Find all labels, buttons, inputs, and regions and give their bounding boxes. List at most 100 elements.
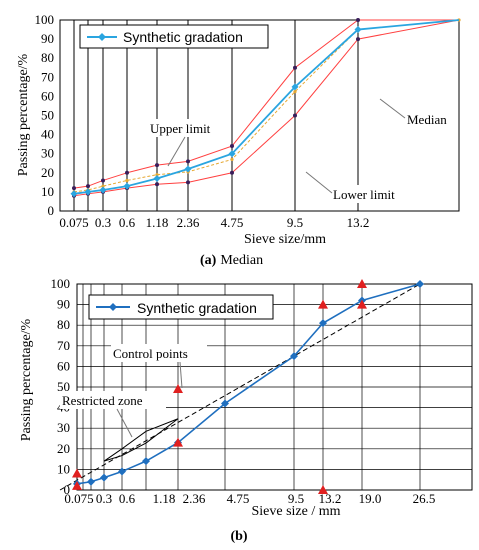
chart-b-point — [416, 280, 424, 288]
chart-a-limit-point — [230, 144, 234, 149]
chart-a-limit-point — [155, 182, 159, 187]
chart-a-y-tick-label: 50 — [41, 108, 54, 123]
chart-a-median-leader — [379, 98, 406, 119]
chart-a-median-label: Median — [407, 112, 447, 127]
chart-b-x-tick-label: 19.0 — [359, 491, 382, 506]
chart-b-y-tick-label: 100 — [51, 276, 71, 291]
chart-a-point — [291, 83, 299, 91]
chart-a-x-tick-label: 2.36 — [177, 215, 200, 230]
chart-a-lower-limit-leader — [305, 171, 333, 194]
chart-b-point — [100, 473, 108, 482]
chart-b-x-tick-label: 13.2 — [319, 491, 342, 506]
chart-a-median-point — [155, 173, 159, 177]
chart-a-legend-box — [79, 24, 269, 49]
chart-a-y-tick-label: 60 — [41, 88, 54, 103]
chart-a-y-tick-label: 70 — [41, 69, 54, 84]
chart-b-maximum-density-line — [59, 283, 421, 491]
chart-a-point — [184, 165, 192, 173]
chart-b-y-tick-label: 60 — [57, 358, 70, 373]
chart-a-x-ticks: 0.075 0.3 0.6 1.18 2.36 4.75 9.5 13.2 — [59, 215, 369, 230]
chart-b-reference-lines — [59, 283, 421, 491]
chart-b-point — [118, 467, 126, 476]
chart-a-x-tick-label: 4.75 — [221, 215, 244, 230]
chart-b-control-points-leader — [179, 361, 183, 389]
chart-b-legend-marker — [109, 303, 117, 311]
chart-a-gridlines — [73, 20, 359, 211]
chart-a-series-line-1 — [73, 19, 459, 189]
chart-a-upper-limit-bg — [147, 119, 223, 137]
chart-b-restricted-zone-bg — [60, 391, 166, 409]
chart-a-upper-limit-label: Upper limit — [150, 121, 211, 136]
chart-a-point — [99, 186, 107, 194]
chart-b-x-tick-label: 26.5 — [413, 491, 436, 506]
chart-b-y-tick-label: 20 — [57, 441, 70, 456]
chart-a-upper-limit-leader — [167, 136, 186, 167]
chart-a-y-tick-label: 90 — [41, 31, 54, 46]
chart-b-x-tick-label: 1.18 — [153, 491, 176, 506]
chart-a-series-line-0 — [73, 19, 460, 195]
chart-a-x-tick-label: 13.2 — [347, 215, 370, 230]
chart-b-y-tick-label: 80 — [57, 317, 70, 332]
chart-a-point — [153, 175, 161, 183]
chart-b-control-point — [357, 299, 367, 309]
chart-b-y-tick-label: 70 — [57, 338, 70, 353]
svg-text:(a)Median: (a) Median — [200, 253, 263, 268]
chart-b-control-point — [173, 384, 183, 394]
chart-a-median-point — [230, 157, 234, 162]
chart-a-caption: (a) Median — [200, 253, 263, 268]
chart-a-limit-point — [72, 186, 76, 191]
chart-a-point — [354, 26, 362, 34]
chart-a-median-bg — [404, 110, 454, 128]
chart-b-y-tick-label: 30 — [57, 420, 70, 435]
chart-a-series — [70, 18, 461, 198]
chart-a-y-tick-label: 40 — [41, 127, 54, 142]
chart-a-limit-point — [356, 37, 360, 42]
chart-a-median-point — [125, 178, 129, 183]
chart-a-x-tick-label: 1.18 — [146, 215, 169, 230]
chart-b-control-point — [72, 480, 82, 490]
chart-b-restricted-zone-leader — [116, 408, 133, 438]
chart-b-y-tick-label: 10 — [57, 461, 70, 476]
chart-a-legend-label: Synthetic gradation — [123, 29, 243, 45]
chart-b-point — [290, 352, 298, 361]
chart-b-control-point — [318, 485, 328, 494]
chart-a-limit-point — [293, 65, 297, 70]
chart-b-x-ticks: 0.075 0.3 0.6 1.18 2.36 4.75 9.5 13.2 19.0 26.5 — [64, 491, 435, 506]
chart-b-legend: Synthetic gradation — [88, 294, 274, 320]
chart-b-control-points — [72, 279, 367, 494]
chart-a-limit-point — [356, 18, 360, 22]
chart-b-control-point — [72, 468, 82, 478]
chart-a-limit-point — [230, 170, 234, 175]
chart-a-x-tick-label: 0.075 — [59, 215, 88, 230]
chart-b-point — [87, 477, 95, 486]
chart-a-median-point — [101, 184, 105, 188]
chart-b-point — [221, 399, 229, 408]
chart-b-point — [319, 319, 327, 328]
chart-a-limit-point — [86, 184, 90, 189]
chart-a-limit-point — [293, 113, 297, 118]
chart-a-limit-point — [155, 163, 159, 168]
chart-b-control-points-label: Control points — [113, 346, 188, 361]
chart-b-control-point — [357, 279, 367, 288]
chart-a-point — [123, 182, 131, 190]
chart-a-point — [84, 188, 92, 196]
chart-b-annotations: Control points Restricted zone — [60, 344, 207, 438]
chart-a-caption-label: (a) — [200, 253, 217, 268]
chart-b-ylabel: Passing percentage/% — [19, 318, 34, 441]
chart-b-restricted-zone — [103, 418, 179, 462]
chart-b-xlabel: Sieve size / mm — [251, 504, 340, 519]
chart-a-point — [228, 150, 236, 158]
chart-a-lower-limit-bg — [330, 185, 402, 203]
chart-a-limit-point — [186, 159, 190, 164]
chart-a-legend: Synthetic gradation — [79, 24, 269, 49]
chart-a-caption-text: Median — [220, 253, 263, 268]
chart-a-limit-point — [125, 170, 129, 175]
chart-b-y-tick-label: 90 — [57, 297, 70, 312]
chart-a-y-tick-label: 20 — [41, 165, 54, 180]
chart-a-y-tick-label: 80 — [41, 50, 54, 65]
chart-a-median-point — [293, 90, 297, 94]
chart-a-plot-frame — [59, 19, 460, 212]
chart-b-y-tick-label: 50 — [57, 379, 70, 394]
